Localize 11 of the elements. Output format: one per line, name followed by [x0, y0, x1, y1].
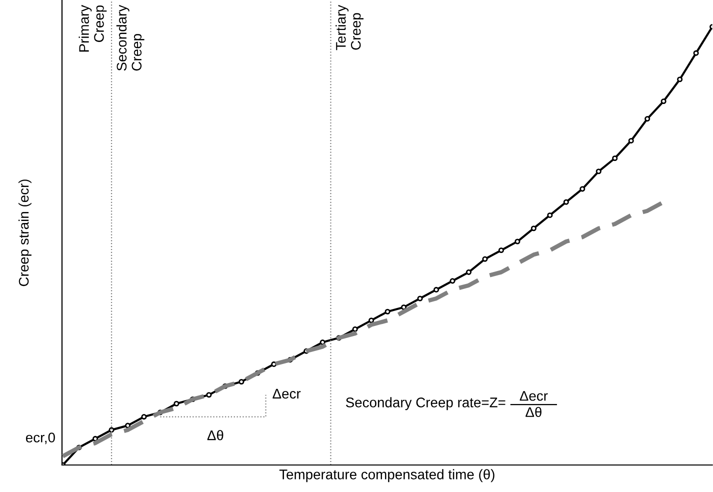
annotation: Δecr — [520, 391, 548, 401]
annotation: Δθ — [207, 430, 224, 440]
annotation: Secondary Creep rate=Z= — [346, 397, 506, 410]
annotation: Secondary Creep — [116, 4, 144, 71]
annotation: Δθ — [526, 406, 542, 418]
annotation: Primary Creep — [78, 4, 107, 52]
text: ecr,0 — [26, 432, 55, 444]
x-axis-title: Temperature compensated time (θ) — [279, 469, 494, 482]
annotation: Tertiary Creep — [336, 4, 364, 50]
annotation: Δecr — [272, 388, 301, 399]
y-axis-title: Creep strain (ecr) — [18, 180, 32, 286]
